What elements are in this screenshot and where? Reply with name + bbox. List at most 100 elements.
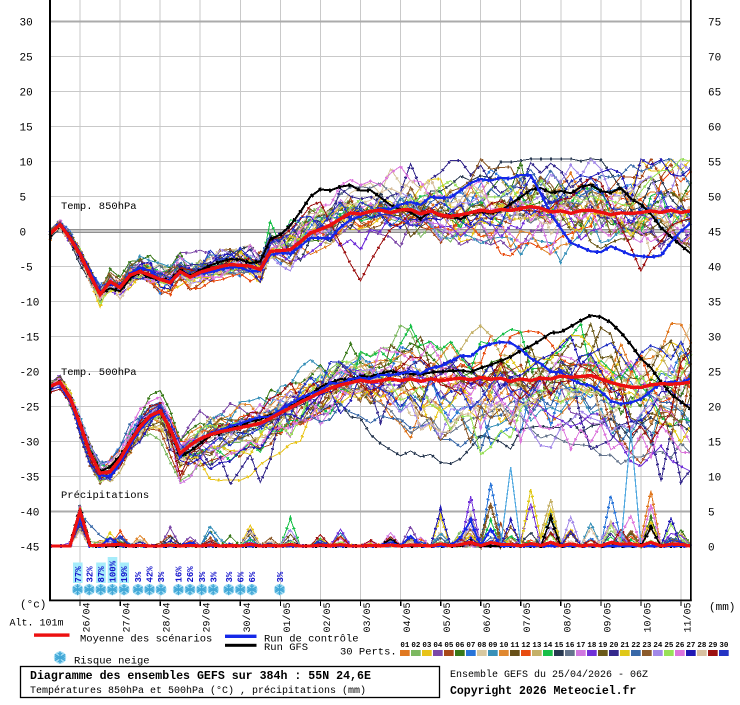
svg-text:13: 13 (532, 642, 542, 650)
svg-text:5: 5 (20, 193, 27, 205)
svg-text:45: 45 (708, 228, 721, 240)
svg-text:55: 55 (708, 158, 721, 170)
svg-text:-30: -30 (20, 438, 40, 450)
svg-text:02/05: 02/05 (322, 603, 334, 633)
svg-text:42%: 42% (146, 566, 156, 583)
svg-text:-40: -40 (20, 508, 40, 520)
svg-text:6%: 6% (237, 571, 247, 582)
svg-text:77%: 77% (74, 566, 84, 583)
svg-text:-35: -35 (20, 473, 40, 485)
svg-text:26/04: 26/04 (82, 603, 94, 633)
svg-text:0: 0 (708, 543, 715, 555)
svg-text:3%: 3% (198, 571, 208, 582)
svg-text:07: 07 (466, 642, 475, 650)
svg-text:Copyright 2026 Meteociel.fr: Copyright 2026 Meteociel.fr (450, 685, 636, 698)
svg-text:10: 10 (708, 473, 721, 485)
svg-text:09: 09 (488, 642, 498, 650)
svg-text:11: 11 (510, 642, 520, 650)
svg-text:Temp. 850hPa: Temp. 850hPa (61, 201, 137, 213)
svg-text:03/05: 03/05 (362, 603, 374, 633)
svg-text:20: 20 (708, 403, 721, 415)
svg-text:02: 02 (411, 642, 421, 650)
svg-text:-10: -10 (20, 298, 40, 310)
svg-text:04: 04 (433, 642, 443, 650)
svg-text:06: 06 (455, 642, 465, 650)
svg-text:15: 15 (708, 438, 721, 450)
svg-text:29: 29 (708, 642, 718, 650)
svg-text:Risque neige: Risque neige (74, 656, 150, 668)
svg-text:10: 10 (20, 158, 33, 170)
svg-text:3%: 3% (157, 571, 167, 582)
svg-text:29/04: 29/04 (202, 603, 214, 633)
svg-text:26: 26 (675, 642, 685, 650)
svg-text:6%: 6% (248, 571, 258, 582)
svg-text:04/05: 04/05 (402, 603, 414, 633)
svg-text:19: 19 (598, 642, 608, 650)
svg-text:Précipitations: Précipitations (61, 490, 149, 502)
svg-text:Run GFS: Run GFS (264, 642, 308, 654)
svg-text:-45: -45 (20, 543, 40, 555)
svg-text:10/05: 10/05 (642, 603, 654, 633)
svg-text:10: 10 (499, 642, 509, 650)
svg-text:100%: 100% (109, 560, 119, 582)
svg-text:28: 28 (697, 642, 707, 650)
svg-text:87%: 87% (97, 566, 107, 583)
svg-text:30 Perts.: 30 Perts. (340, 647, 397, 659)
svg-text:32%: 32% (85, 566, 95, 583)
svg-text:3%: 3% (225, 571, 235, 582)
svg-text:23: 23 (642, 642, 652, 650)
svg-text:Run de contrôle: Run de contrôle (264, 634, 359, 646)
svg-text:19%: 19% (120, 566, 130, 583)
svg-text:12: 12 (521, 642, 531, 650)
svg-text:Temp. 500hPa: Temp. 500hPa (61, 367, 137, 379)
svg-text:16: 16 (565, 642, 575, 650)
svg-text:3%: 3% (134, 571, 144, 582)
svg-text:(°c): (°c) (20, 600, 46, 612)
svg-text:08: 08 (477, 642, 487, 650)
svg-text:24: 24 (653, 642, 663, 650)
svg-text:11/05: 11/05 (683, 603, 695, 633)
svg-text:30/04: 30/04 (242, 603, 254, 633)
svg-text:03: 03 (422, 642, 432, 650)
svg-text:Ensemble GEFS du 25/04/2026 -: Ensemble GEFS du 25/04/2026 - 06Z (450, 669, 648, 681)
svg-text:30: 30 (20, 18, 33, 30)
svg-text:18: 18 (587, 642, 597, 650)
svg-text:-5: -5 (20, 263, 33, 275)
svg-text:27: 27 (686, 642, 695, 650)
svg-text:Alt. 101m: Alt. 101m (10, 618, 64, 630)
svg-text:22: 22 (631, 642, 641, 650)
svg-text:35: 35 (708, 298, 721, 310)
svg-text:09/05: 09/05 (602, 603, 614, 633)
svg-text:15: 15 (554, 642, 564, 650)
svg-text:-20: -20 (20, 368, 40, 380)
svg-text:27/04: 27/04 (122, 603, 134, 633)
svg-text:40: 40 (708, 263, 721, 275)
svg-text:20: 20 (20, 88, 33, 100)
svg-text:25: 25 (708, 368, 721, 380)
svg-text:21: 21 (620, 642, 630, 650)
svg-text:3%: 3% (276, 571, 286, 582)
svg-text:60: 60 (708, 123, 721, 135)
svg-text:15: 15 (20, 123, 33, 135)
svg-text:08/05: 08/05 (562, 603, 574, 633)
svg-text:06/05: 06/05 (482, 603, 494, 633)
svg-text:16%: 16% (175, 566, 185, 583)
svg-text:3%: 3% (209, 571, 219, 582)
svg-text:30: 30 (719, 642, 729, 650)
svg-text:0: 0 (20, 228, 27, 240)
svg-text:-25: -25 (20, 403, 40, 415)
svg-text:20: 20 (609, 642, 619, 650)
svg-text:50: 50 (708, 193, 721, 205)
svg-text:70: 70 (708, 53, 721, 65)
svg-text:5: 5 (708, 508, 715, 520)
svg-text:01/05: 01/05 (282, 603, 294, 633)
svg-text:17: 17 (576, 642, 585, 650)
svg-text:Températures 850hPa et 500hPa: Températures 850hPa et 500hPa (°C) , pré… (30, 685, 366, 697)
svg-text:07/05: 07/05 (522, 603, 534, 633)
svg-text:Diagramme des ensembles GEFS s: Diagramme des ensembles GEFS sur 384h : … (30, 670, 371, 683)
svg-text:75: 75 (708, 18, 721, 30)
svg-text:25: 25 (664, 642, 674, 650)
svg-text:65: 65 (708, 88, 721, 100)
svg-text:-15: -15 (20, 333, 40, 345)
svg-text:14: 14 (543, 642, 553, 650)
